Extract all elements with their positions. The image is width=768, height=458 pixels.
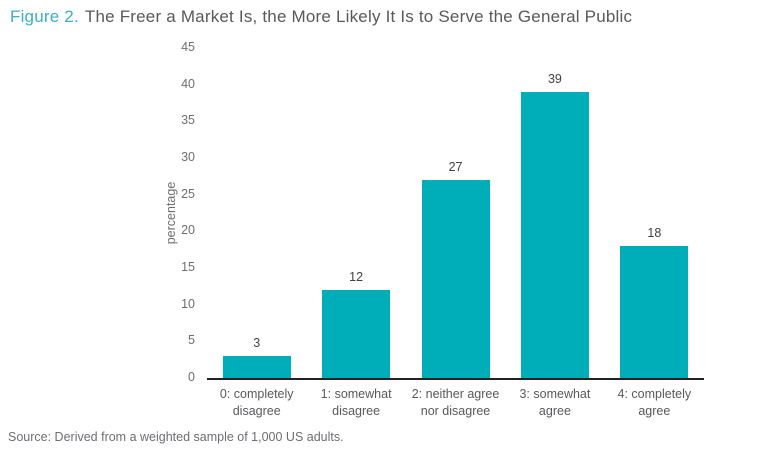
bar-slot: 39: [505, 48, 604, 378]
y-axis-tick-label: 25: [181, 186, 195, 201]
y-axis-tick-label: 0: [188, 370, 195, 384]
figure-title-text: The Freer a Market Is, the More Likely I…: [84, 7, 633, 26]
x-axis-labels: 0: completely disagree 1: somewhat disagr…: [207, 386, 704, 420]
bar: 12: [322, 270, 391, 378]
bars-container: 3 12 27 39 18: [207, 48, 704, 378]
bar-value-label: 39: [547, 72, 562, 86]
source-note: Source: Derived from a weighted sample o…: [8, 430, 344, 444]
y-axis-title: percentage: [164, 181, 178, 245]
x-axis-category-label: 0: completely disagree: [219, 387, 294, 418]
y-axis-tick-label: 45: [181, 40, 195, 54]
x-axis-category-label: 1: somewhat disagree: [320, 387, 392, 418]
y-axis-tick-label: 30: [181, 150, 195, 164]
bar-value-label: 18: [647, 226, 662, 240]
bar-slot: 12: [306, 48, 405, 378]
bar: 3: [222, 336, 291, 378]
y-axis-tick-label: 15: [181, 260, 195, 274]
y-axis-tick-label: 10: [181, 296, 195, 311]
y-axis-tick-label: 5: [188, 333, 195, 348]
bar-value-label: 12: [349, 270, 364, 284]
bar-slot: 3: [207, 48, 306, 378]
y-axis-tick-label: 35: [181, 113, 195, 128]
bar: 39: [520, 72, 589, 378]
bar-value-label: 3: [253, 336, 261, 350]
x-axis-category-label: 3: somewhat agree: [519, 387, 591, 418]
bar: 18: [620, 226, 689, 378]
figure-label: Figure 2.: [10, 7, 79, 26]
bar: 27: [421, 160, 490, 378]
x-axis-category-label: 2: neither agree nor disagree: [411, 387, 500, 418]
plot-area: 3 12 27 39 18 0 5 10 15 20 25 30 35 40 45: [181, 40, 704, 384]
bar-slot: 18: [605, 48, 704, 378]
x-axis-category-label: 4: completely agree: [617, 387, 692, 418]
y-axis-tick-label: 20: [181, 223, 195, 238]
bar-slot: 27: [406, 48, 505, 378]
y-axis-tick-label: 40: [181, 76, 195, 91]
figure-title: Figure 2. The Freer a Market Is, the More…: [10, 7, 632, 27]
bar-value-label: 27: [448, 160, 463, 174]
